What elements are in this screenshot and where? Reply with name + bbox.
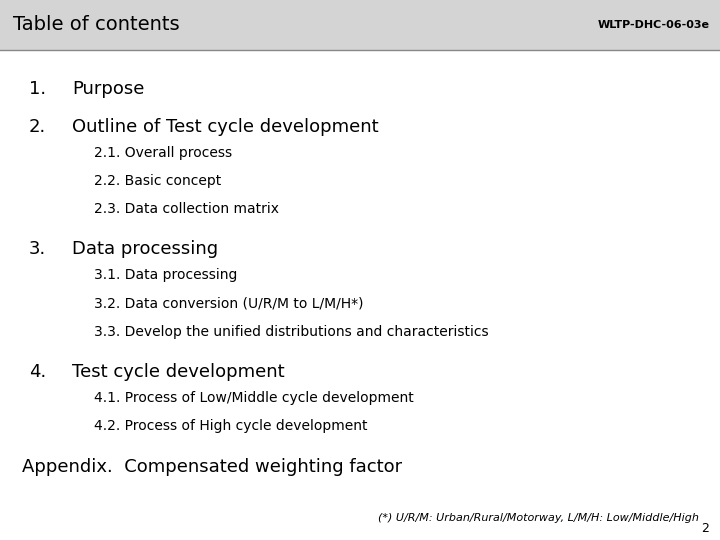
Text: Test cycle development: Test cycle development: [72, 363, 284, 381]
Text: 3.1. Data processing: 3.1. Data processing: [94, 268, 237, 282]
Text: 2.: 2.: [29, 118, 46, 136]
Text: 2.3. Data collection matrix: 2.3. Data collection matrix: [94, 202, 279, 216]
Text: 2.2. Basic concept: 2.2. Basic concept: [94, 174, 221, 188]
Text: Table of contents: Table of contents: [13, 15, 179, 35]
Text: 1.: 1.: [29, 80, 46, 98]
Text: Data processing: Data processing: [72, 240, 218, 259]
Text: 4.1. Process of Low/Middle cycle development: 4.1. Process of Low/Middle cycle develop…: [94, 391, 413, 405]
Text: 4.2. Process of High cycle development: 4.2. Process of High cycle development: [94, 419, 367, 433]
Text: Purpose: Purpose: [72, 80, 145, 98]
Text: (*) U/R/M: Urban/Rural/Motorway, L/M/H: Low/Middle/High: (*) U/R/M: Urban/Rural/Motorway, L/M/H: …: [377, 514, 698, 523]
Text: 2: 2: [701, 522, 709, 535]
Text: Appendix.  Compensated weighting factor: Appendix. Compensated weighting factor: [22, 457, 402, 476]
Text: Outline of Test cycle development: Outline of Test cycle development: [72, 118, 379, 136]
Text: 3.2. Data conversion (U/R/M to L/M/H*): 3.2. Data conversion (U/R/M to L/M/H*): [94, 296, 363, 310]
Bar: [0, 0, 720, 50]
Text: 2.1. Overall process: 2.1. Overall process: [94, 146, 232, 160]
Text: 3.3. Develop the unified distributions and characteristics: 3.3. Develop the unified distributions a…: [94, 325, 488, 339]
Text: 4.: 4.: [29, 363, 46, 381]
Text: WLTP-DHC-06-03e: WLTP-DHC-06-03e: [597, 20, 709, 30]
Text: 3.: 3.: [29, 240, 46, 259]
